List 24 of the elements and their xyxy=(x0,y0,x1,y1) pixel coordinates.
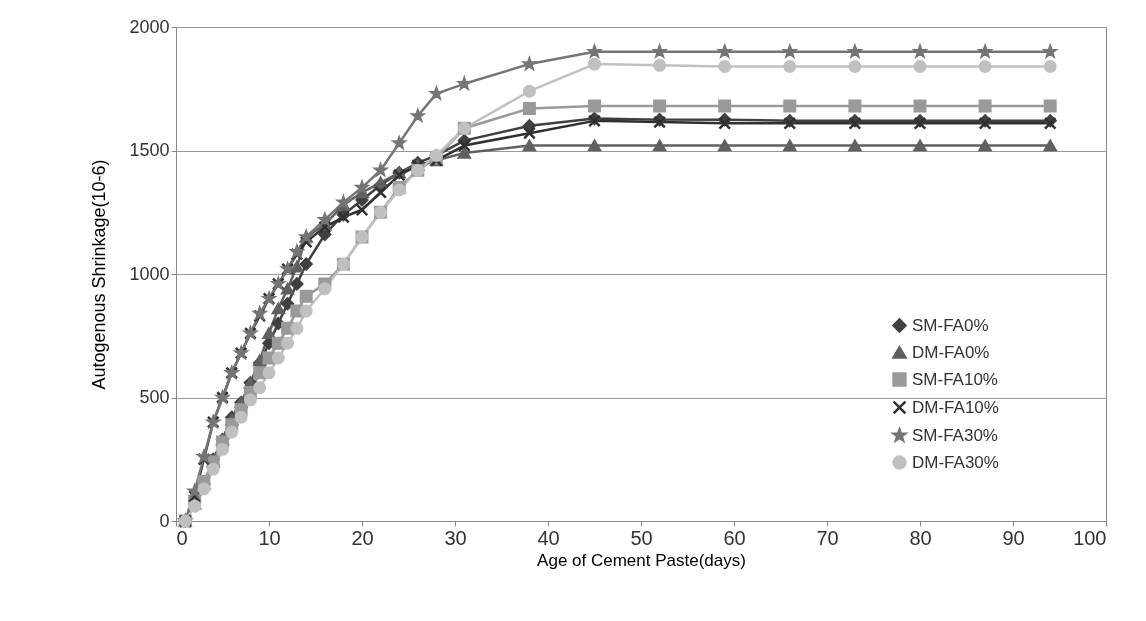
y-tick-label: 1500 xyxy=(129,140,170,160)
x-tick-label: 90 xyxy=(1002,526,1025,549)
legend-label: DM-FA0% xyxy=(912,342,990,362)
y-tick-label: 1000 xyxy=(129,263,170,284)
y-tick-label: 2000 xyxy=(129,16,170,37)
legend-label: DM-FA10% xyxy=(912,397,999,417)
y-tick-label: 500 xyxy=(139,387,170,407)
legend-label: SM-FA10% xyxy=(912,369,998,389)
x-tick-label: 70 xyxy=(816,526,839,549)
legend-label: SM-FA30% xyxy=(912,425,998,445)
x-tick-label: 50 xyxy=(630,526,653,549)
x-axis-title: Age of Cement Paste(days) xyxy=(537,550,746,570)
legend-label: DM-FA30% xyxy=(912,452,999,472)
x-tick-label: 80 xyxy=(909,526,932,549)
x-tick-label: 60 xyxy=(723,526,746,549)
x-tick-label: 10 xyxy=(258,526,281,549)
y-tick-label: 0 xyxy=(159,510,170,531)
y-axis-title: Autogenous Shrinkage(10-6) xyxy=(89,159,110,390)
x-tick-label: 40 xyxy=(537,526,560,549)
x-tick-label: 20 xyxy=(351,526,374,549)
x-tick-label: 100 xyxy=(1073,526,1107,549)
x-tick-label: 0 xyxy=(176,526,188,549)
x-tick-label: 30 xyxy=(444,526,467,549)
legend-label: SM-FA0% xyxy=(912,315,989,335)
